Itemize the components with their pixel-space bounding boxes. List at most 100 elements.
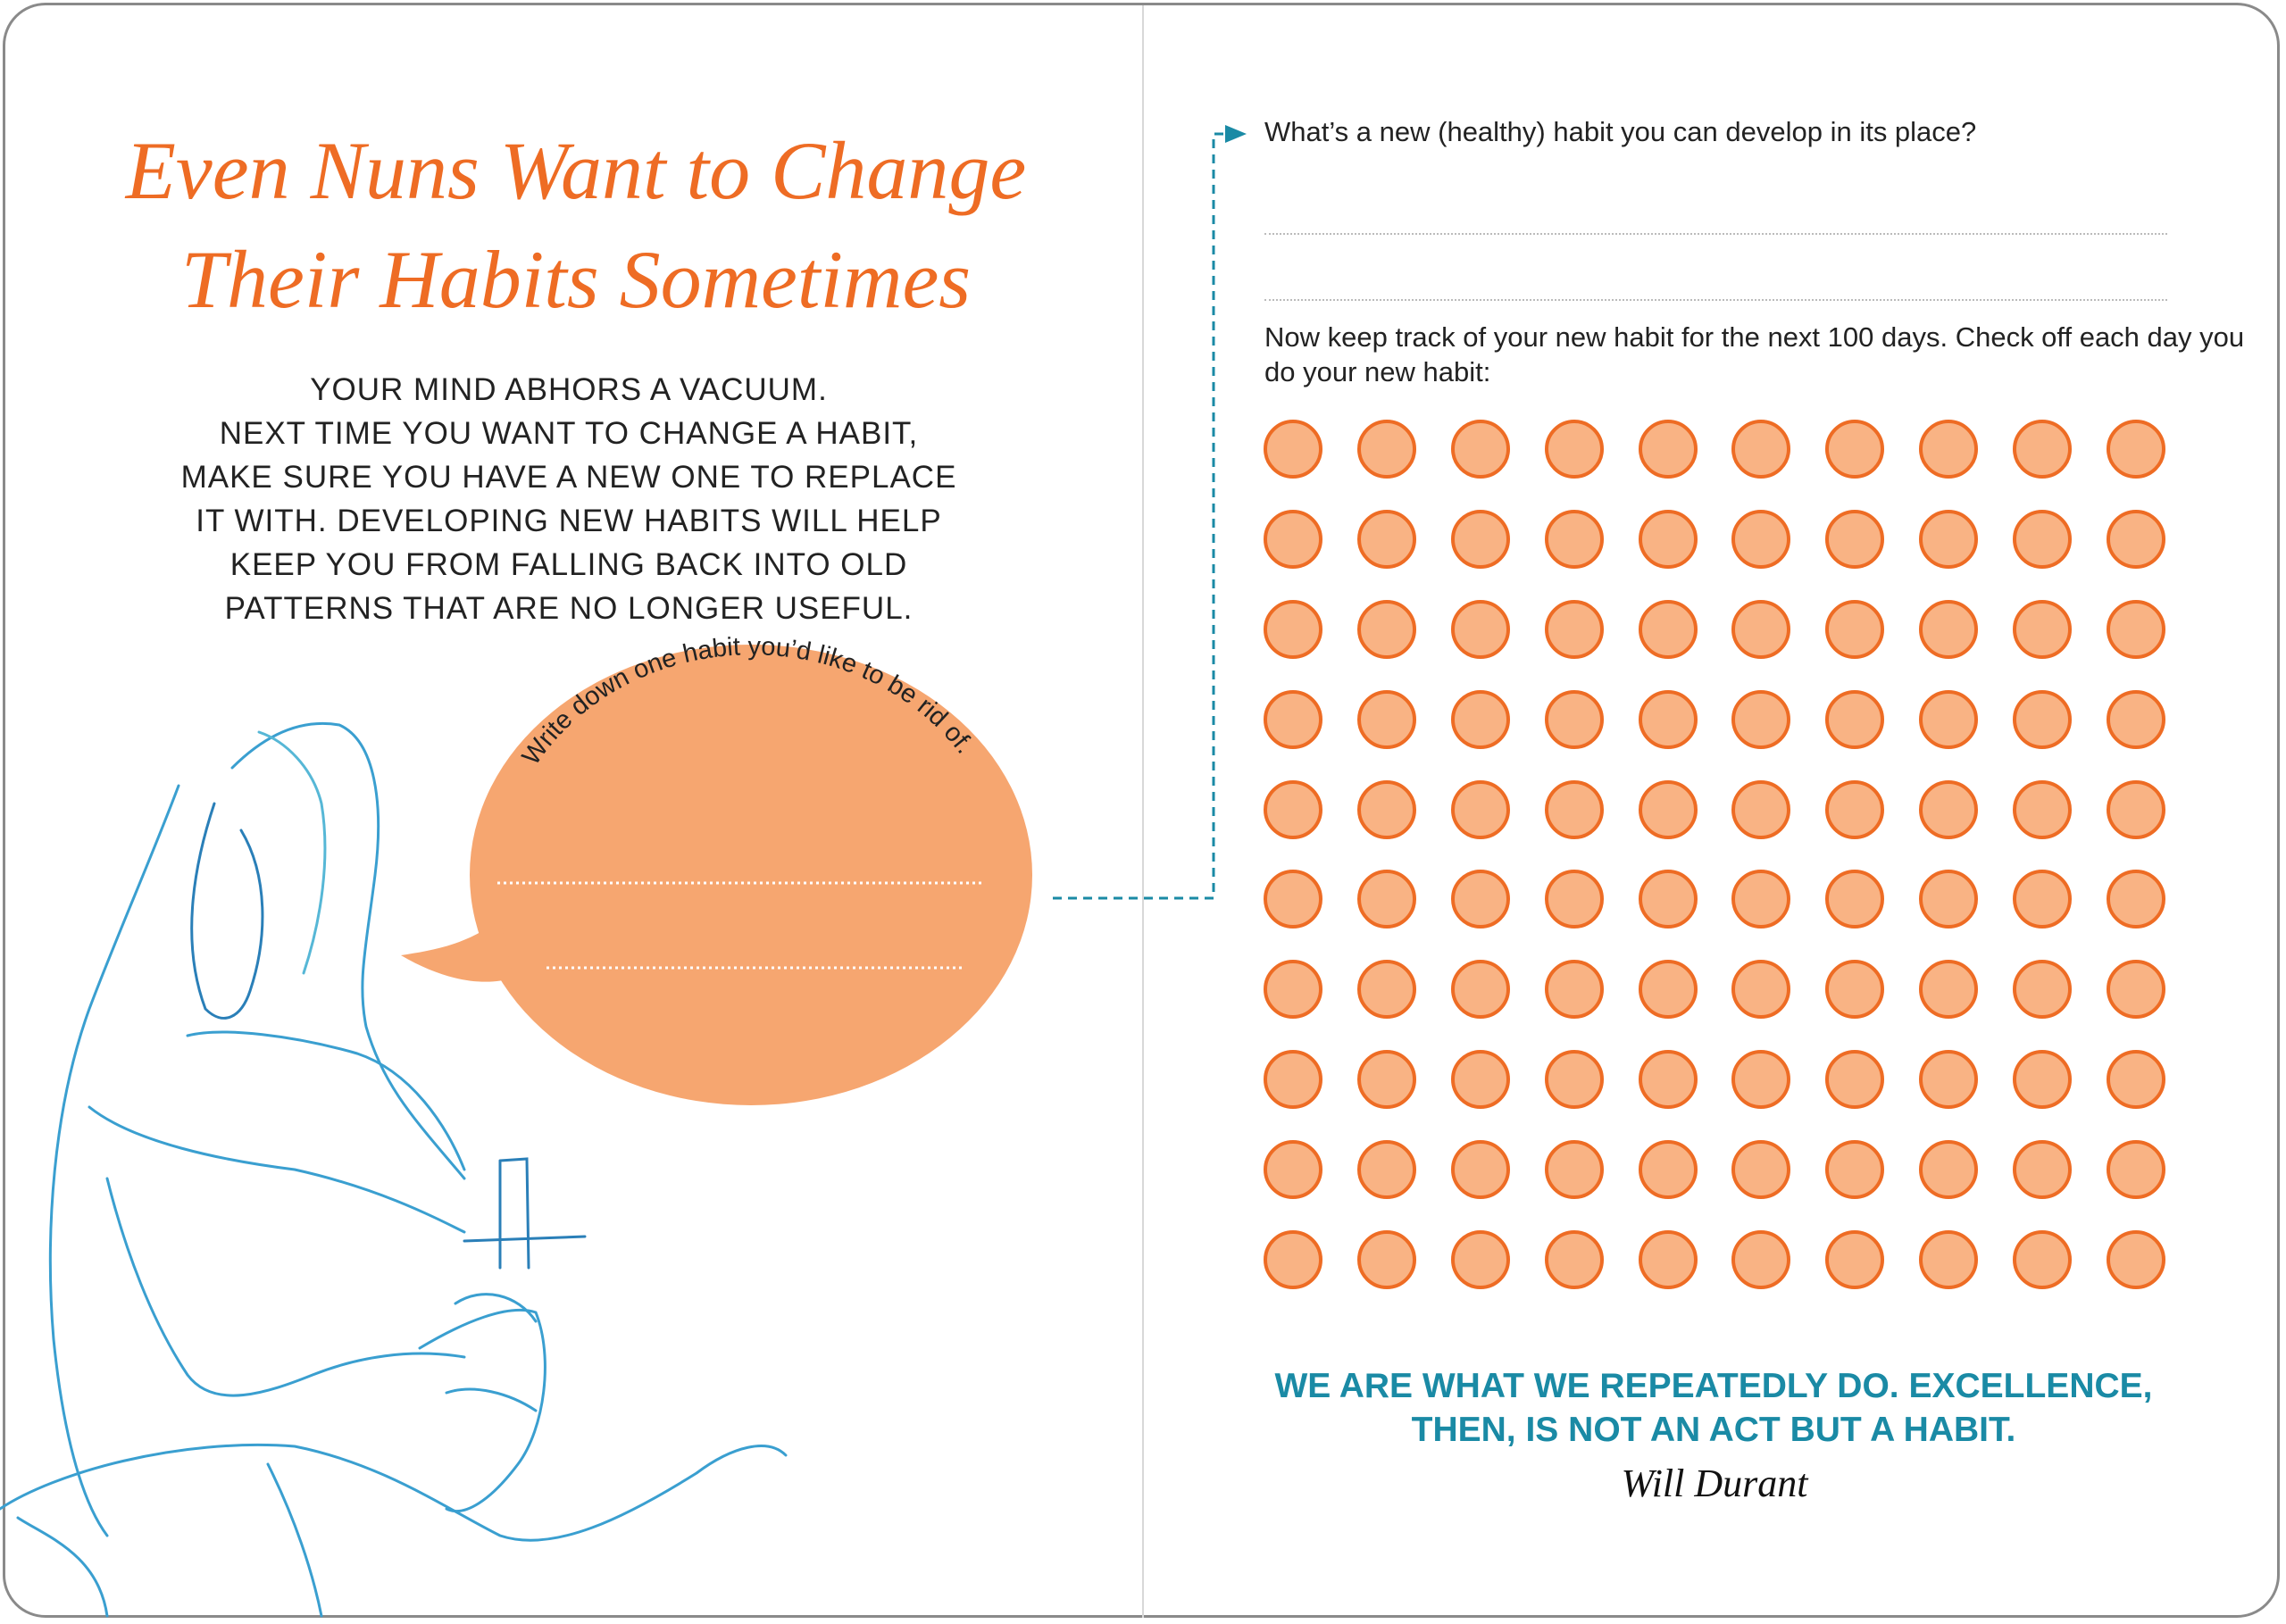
day-checkbox-80[interactable] bbox=[2107, 1050, 2166, 1110]
day-checkbox-46[interactable] bbox=[1731, 779, 1791, 839]
day-checkbox-35[interactable] bbox=[1638, 689, 1698, 749]
day-checkbox-20[interactable] bbox=[2107, 509, 2166, 569]
day-checkbox-56[interactable] bbox=[1731, 870, 1791, 929]
day-checkbox-72[interactable] bbox=[1356, 1050, 1416, 1110]
day-checkbox-24[interactable] bbox=[1544, 599, 1604, 659]
day-checkbox-89[interactable] bbox=[2013, 1140, 2073, 1200]
day-checkbox-37[interactable] bbox=[1825, 689, 1885, 749]
day-checkbox-2[interactable] bbox=[1356, 420, 1416, 479]
day-checkbox-47[interactable] bbox=[1825, 779, 1885, 839]
day-checkbox-97[interactable] bbox=[1825, 1230, 1885, 1290]
day-checkbox-63[interactable] bbox=[1450, 960, 1510, 1020]
day-checkbox-26[interactable] bbox=[1731, 599, 1791, 659]
day-checkbox-31[interactable] bbox=[1264, 689, 1322, 749]
day-checkbox-10[interactable] bbox=[2107, 420, 2166, 479]
answer-line-4[interactable] bbox=[1264, 299, 2167, 301]
day-checkbox-30[interactable] bbox=[2107, 599, 2166, 659]
day-checkbox-17[interactable] bbox=[1825, 509, 1885, 569]
day-checkbox-55[interactable] bbox=[1638, 870, 1698, 929]
day-checkbox-36[interactable] bbox=[1731, 689, 1791, 749]
day-checkbox-44[interactable] bbox=[1544, 779, 1604, 839]
day-checkbox-53[interactable] bbox=[1450, 870, 1510, 929]
day-checkbox-70[interactable] bbox=[2107, 960, 2166, 1020]
day-checkbox-79[interactable] bbox=[2013, 1050, 2073, 1110]
day-checkbox-1[interactable] bbox=[1264, 420, 1322, 479]
day-checkbox-92[interactable] bbox=[1356, 1230, 1416, 1290]
day-checkbox-48[interactable] bbox=[1919, 779, 1979, 839]
day-checkbox-75[interactable] bbox=[1638, 1050, 1698, 1110]
day-checkbox-99[interactable] bbox=[2013, 1230, 2073, 1290]
day-checkbox-23[interactable] bbox=[1450, 599, 1510, 659]
day-checkbox-29[interactable] bbox=[2013, 599, 2073, 659]
day-checkbox-49[interactable] bbox=[2013, 779, 2073, 839]
day-checkbox-22[interactable] bbox=[1356, 599, 1416, 659]
day-checkbox-68[interactable] bbox=[1919, 960, 1979, 1020]
day-checkbox-87[interactable] bbox=[1825, 1140, 1885, 1200]
day-checkbox-41[interactable] bbox=[1264, 779, 1322, 839]
day-checkbox-84[interactable] bbox=[1544, 1140, 1604, 1200]
day-checkbox-81[interactable] bbox=[1264, 1140, 1322, 1200]
day-checkbox-45[interactable] bbox=[1638, 779, 1698, 839]
day-checkbox-95[interactable] bbox=[1638, 1230, 1698, 1290]
day-checkbox-57[interactable] bbox=[1825, 870, 1885, 929]
day-checkbox-88[interactable] bbox=[1919, 1140, 1979, 1200]
day-checkbox-34[interactable] bbox=[1544, 689, 1604, 749]
day-checkbox-4[interactable] bbox=[1544, 420, 1604, 479]
day-checkbox-85[interactable] bbox=[1638, 1140, 1698, 1200]
day-checkbox-42[interactable] bbox=[1356, 779, 1416, 839]
day-checkbox-71[interactable] bbox=[1264, 1050, 1322, 1110]
day-checkbox-69[interactable] bbox=[2013, 960, 2073, 1020]
day-checkbox-100[interactable] bbox=[2107, 1230, 2166, 1290]
day-checkbox-90[interactable] bbox=[2107, 1140, 2166, 1200]
day-checkbox-18[interactable] bbox=[1919, 509, 1979, 569]
day-checkbox-60[interactable] bbox=[2107, 870, 2166, 929]
day-checkbox-82[interactable] bbox=[1356, 1140, 1416, 1200]
day-checkbox-93[interactable] bbox=[1450, 1230, 1510, 1290]
day-checkbox-38[interactable] bbox=[1919, 689, 1979, 749]
day-checkbox-32[interactable] bbox=[1356, 689, 1416, 749]
day-checkbox-58[interactable] bbox=[1919, 870, 1979, 929]
day-checkbox-14[interactable] bbox=[1544, 509, 1604, 569]
day-checkbox-64[interactable] bbox=[1544, 960, 1604, 1020]
day-checkbox-61[interactable] bbox=[1264, 960, 1322, 1020]
day-checkbox-83[interactable] bbox=[1450, 1140, 1510, 1200]
day-checkbox-11[interactable] bbox=[1264, 509, 1322, 569]
day-checkbox-65[interactable] bbox=[1638, 960, 1698, 1020]
day-checkbox-96[interactable] bbox=[1731, 1230, 1791, 1290]
day-checkbox-15[interactable] bbox=[1638, 509, 1698, 569]
day-checkbox-94[interactable] bbox=[1544, 1230, 1604, 1290]
day-checkbox-67[interactable] bbox=[1825, 960, 1885, 1020]
day-checkbox-59[interactable] bbox=[2013, 870, 2073, 929]
day-checkbox-8[interactable] bbox=[1919, 420, 1979, 479]
day-checkbox-39[interactable] bbox=[2013, 689, 2073, 749]
day-checkbox-50[interactable] bbox=[2107, 779, 2166, 839]
day-checkbox-16[interactable] bbox=[1731, 509, 1791, 569]
day-checkbox-13[interactable] bbox=[1450, 509, 1510, 569]
day-checkbox-40[interactable] bbox=[2107, 689, 2166, 749]
day-checkbox-28[interactable] bbox=[1919, 599, 1979, 659]
day-checkbox-5[interactable] bbox=[1638, 420, 1698, 479]
day-checkbox-27[interactable] bbox=[1825, 599, 1885, 659]
day-checkbox-91[interactable] bbox=[1264, 1230, 1322, 1290]
day-checkbox-25[interactable] bbox=[1638, 599, 1698, 659]
day-checkbox-54[interactable] bbox=[1544, 870, 1604, 929]
day-checkbox-3[interactable] bbox=[1450, 420, 1510, 479]
day-checkbox-51[interactable] bbox=[1264, 870, 1322, 929]
day-checkbox-98[interactable] bbox=[1919, 1230, 1979, 1290]
day-checkbox-21[interactable] bbox=[1264, 599, 1322, 659]
day-checkbox-12[interactable] bbox=[1356, 509, 1416, 569]
day-checkbox-62[interactable] bbox=[1356, 960, 1416, 1020]
day-checkbox-66[interactable] bbox=[1731, 960, 1791, 1020]
day-checkbox-74[interactable] bbox=[1544, 1050, 1604, 1110]
day-checkbox-52[interactable] bbox=[1356, 870, 1416, 929]
day-checkbox-86[interactable] bbox=[1731, 1140, 1791, 1200]
day-checkbox-6[interactable] bbox=[1731, 420, 1791, 479]
day-checkbox-77[interactable] bbox=[1825, 1050, 1885, 1110]
day-checkbox-7[interactable] bbox=[1825, 420, 1885, 479]
day-checkbox-19[interactable] bbox=[2013, 509, 2073, 569]
day-checkbox-9[interactable] bbox=[2013, 420, 2073, 479]
day-checkbox-73[interactable] bbox=[1450, 1050, 1510, 1110]
answer-line-3[interactable] bbox=[1264, 233, 2167, 235]
day-checkbox-78[interactable] bbox=[1919, 1050, 1979, 1110]
day-checkbox-33[interactable] bbox=[1450, 689, 1510, 749]
